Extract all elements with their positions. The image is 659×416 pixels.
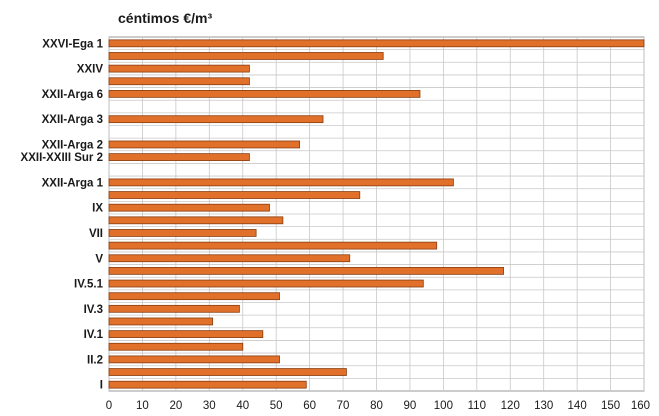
bar bbox=[108, 77, 250, 86]
bar bbox=[108, 292, 280, 301]
x-tick-label: 70 bbox=[337, 400, 350, 412]
bar bbox=[108, 203, 270, 212]
bar bbox=[108, 178, 454, 187]
x-tick-label: 150 bbox=[601, 400, 620, 412]
bar bbox=[108, 380, 307, 389]
category-label: IV.5.1 bbox=[74, 279, 104, 291]
bar-layer bbox=[108, 39, 645, 389]
bar bbox=[108, 304, 240, 313]
bar bbox=[108, 115, 324, 124]
category-label-layer: XXVI-Ega 1 XXIV XXII-Arga 6 XXII-Arga 3 XXII… bbox=[21, 38, 104, 391]
x-tick-label: 20 bbox=[169, 400, 182, 412]
x-tick-label: 120 bbox=[501, 400, 520, 412]
category-label: XXII-XXIII Sur 2 bbox=[21, 152, 103, 164]
x-tick-label: 90 bbox=[404, 400, 417, 412]
x-tick-label: 100 bbox=[434, 400, 453, 412]
bar bbox=[108, 254, 351, 263]
bar bbox=[108, 229, 257, 237]
x-tick-label: 10 bbox=[136, 400, 149, 412]
bar bbox=[108, 153, 250, 161]
x-tick-label: 30 bbox=[203, 400, 216, 412]
x-tick-label: 60 bbox=[303, 400, 316, 412]
bar bbox=[108, 191, 361, 199]
x-tick-label: 0 bbox=[106, 400, 112, 412]
bar bbox=[108, 317, 214, 326]
category-label: XXIV bbox=[77, 64, 104, 76]
category-label: VII bbox=[89, 228, 103, 240]
bar bbox=[108, 241, 438, 250]
category-label: IX bbox=[92, 203, 103, 215]
category-label: IV.1 bbox=[84, 329, 104, 341]
x-tick-label: 40 bbox=[236, 400, 249, 412]
bar bbox=[108, 64, 250, 73]
bar bbox=[108, 39, 645, 48]
category-label: XXII-Arga 3 bbox=[42, 114, 103, 126]
bar bbox=[108, 279, 424, 288]
bar bbox=[108, 90, 421, 98]
x-tick-layer: 0 10 20 30 40 50 60 70 80 90 100 110 120 130 140 150 160 bbox=[106, 400, 650, 412]
category-label: XXII-Arga 1 bbox=[42, 177, 104, 189]
bar bbox=[108, 355, 280, 364]
bar bbox=[108, 342, 244, 351]
category-label: XXII-Arga 6 bbox=[42, 89, 103, 101]
category-label: V bbox=[95, 253, 103, 265]
x-tick-label: 160 bbox=[631, 400, 650, 412]
category-label: XXVI-Ega 1 bbox=[42, 38, 103, 50]
bar bbox=[108, 216, 284, 225]
category-label: IV.3 bbox=[84, 304, 103, 316]
category-label: I bbox=[100, 380, 103, 392]
category-label: XXII-Arga 2 bbox=[42, 139, 103, 151]
x-tick-label: 130 bbox=[534, 400, 553, 412]
bar bbox=[108, 330, 264, 338]
bar bbox=[108, 267, 504, 275]
bar bbox=[108, 368, 347, 376]
category-label: II.2 bbox=[87, 354, 103, 366]
x-tick-label: 80 bbox=[370, 400, 383, 412]
x-tick-label: 140 bbox=[568, 400, 587, 412]
x-tick-label: 50 bbox=[270, 400, 283, 412]
x-tick-label: 110 bbox=[468, 400, 486, 412]
unit-title: céntimos €/m³ bbox=[118, 10, 213, 26]
bar bbox=[108, 52, 384, 60]
bar bbox=[108, 140, 300, 149]
